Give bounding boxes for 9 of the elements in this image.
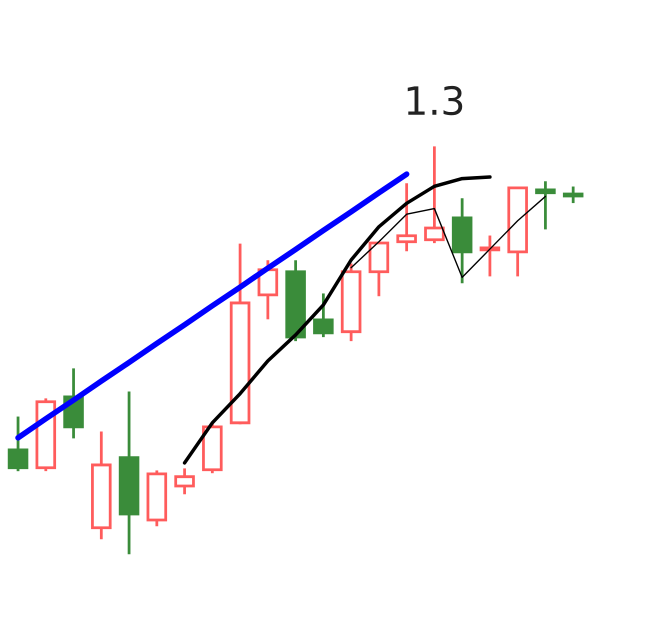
candlestick — [313, 293, 334, 338]
text: 1.3 — [408, 86, 462, 116]
candlestick — [8, 416, 28, 472]
candlestick — [396, 183, 417, 252]
candlestick — [535, 181, 556, 230]
candlestick — [562, 186, 584, 204]
candlestick — [174, 468, 195, 494]
candlestick — [480, 236, 500, 276]
candlestick — [424, 146, 445, 244]
